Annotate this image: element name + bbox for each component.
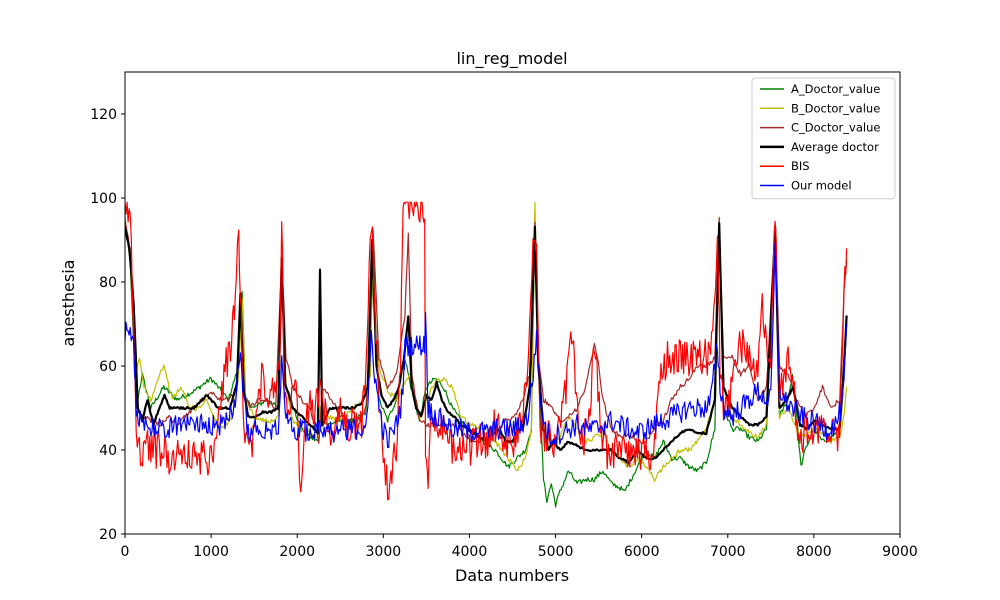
legend: A_Doctor_value B_Doctor_value C_Doctor_val… [751,77,896,200]
y-tick-label: 20 [99,527,117,543]
x-tick-label: 8000 [796,544,832,560]
y-tick-label: 40 [99,443,117,459]
legend-box [751,77,896,200]
y-tick-label: 100 [90,191,117,207]
x-tick-label: 5000 [538,544,574,560]
x-axis: 0 1000 2000 3000 4000 5000 6000 7000 8000 9000 [121,534,918,560]
chart-title: lin_reg_model [456,49,567,69]
y-tick-label: 80 [99,275,117,291]
plot-frame [124,71,901,535]
x-tick-label: 3000 [366,544,402,560]
x-tick-label: 9000 [882,544,918,560]
x-tick-label: 4000 [452,544,488,560]
x-axis-label: Data numbers [455,566,569,585]
y-tick-label: 120 [90,107,117,123]
y-axis-label: anesthesia [59,260,78,347]
legend-label: Our model [791,179,852,193]
x-tick-label: 7000 [710,544,746,560]
series-line [125,201,848,501]
x-tick-label: 0 [121,544,130,560]
legend-label: BIS [791,159,810,173]
y-axis: 20 40 60 80 100 120 [90,107,125,543]
legend-label: B_Doctor_value [791,101,880,115]
legend-label: A_Doctor_value [791,82,880,96]
x-tick-label: 2000 [279,544,315,560]
series-line [125,242,848,449]
legend-label: Average doctor [791,140,879,154]
legend-label: C_Doctor_value [791,121,880,135]
x-tick-label: 1000 [193,544,229,560]
y-tick-label: 60 [99,359,117,375]
series-layer [125,201,848,508]
x-tick-label: 6000 [624,544,660,560]
